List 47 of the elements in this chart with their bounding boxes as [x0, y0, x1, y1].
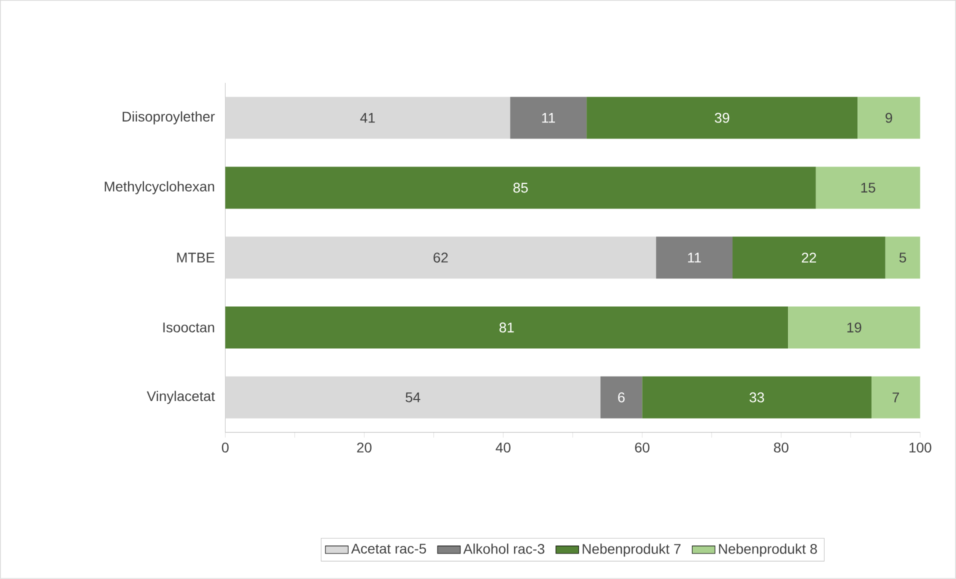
- data-label: 11: [542, 113, 555, 123]
- legend-label: Nebenprodukt 8: [719, 544, 817, 557]
- y-tick-label: Vinylacetat: [146, 390, 215, 404]
- data-label: 7: [892, 392, 899, 402]
- bar: [600, 376, 642, 418]
- x-tick-label: 20: [357, 442, 372, 453]
- y-tick-label: MTBE: [177, 252, 214, 262]
- legend-label: Alkohol rac-3: [463, 544, 544, 554]
- x-tick-label: 80: [774, 442, 788, 453]
- data-label: 41: [360, 113, 375, 123]
- y-tick-label: Isooctan: [163, 322, 214, 332]
- data-label: 62: [434, 252, 448, 263]
- data-label: 85: [513, 182, 528, 193]
- data-label: 9: [886, 112, 892, 123]
- bar: [586, 96, 858, 139]
- x-tick-label: 100: [910, 442, 932, 453]
- data-label: 19: [847, 322, 862, 333]
- bar: [225, 236, 656, 279]
- bar: [871, 376, 920, 418]
- data-label: 54: [406, 392, 420, 402]
- x-tick-label: 60: [635, 442, 650, 453]
- y-tick-label: Diisoproylether: [122, 111, 215, 124]
- y-tick-label: Methylcyclohexan: [104, 181, 214, 194]
- bar: [788, 306, 920, 349]
- bar: [816, 166, 920, 209]
- data-label: 6: [618, 392, 625, 402]
- bar: [225, 166, 816, 209]
- bar: [885, 236, 920, 279]
- data-label: 5: [899, 252, 906, 263]
- x-tick-label: 0: [222, 442, 229, 453]
- data-label: 15: [861, 182, 876, 193]
- bar: [225, 306, 788, 349]
- x-tick-label: 40: [496, 442, 510, 453]
- bar: [225, 96, 510, 139]
- bar: [858, 96, 920, 139]
- legend-label: Nebenprodukt 7: [582, 544, 681, 557]
- data-label: 22: [802, 252, 816, 263]
- bar: [510, 96, 587, 139]
- data-label: 81: [500, 322, 514, 333]
- bar: [225, 376, 600, 418]
- data-label: 33: [750, 392, 764, 402]
- bar: [656, 236, 733, 279]
- data-label: 39: [714, 112, 730, 123]
- data-label: 11: [688, 252, 701, 262]
- legend-label: Acetat rac-5: [351, 544, 426, 554]
- bar: [642, 376, 872, 418]
- bar: [732, 236, 886, 279]
